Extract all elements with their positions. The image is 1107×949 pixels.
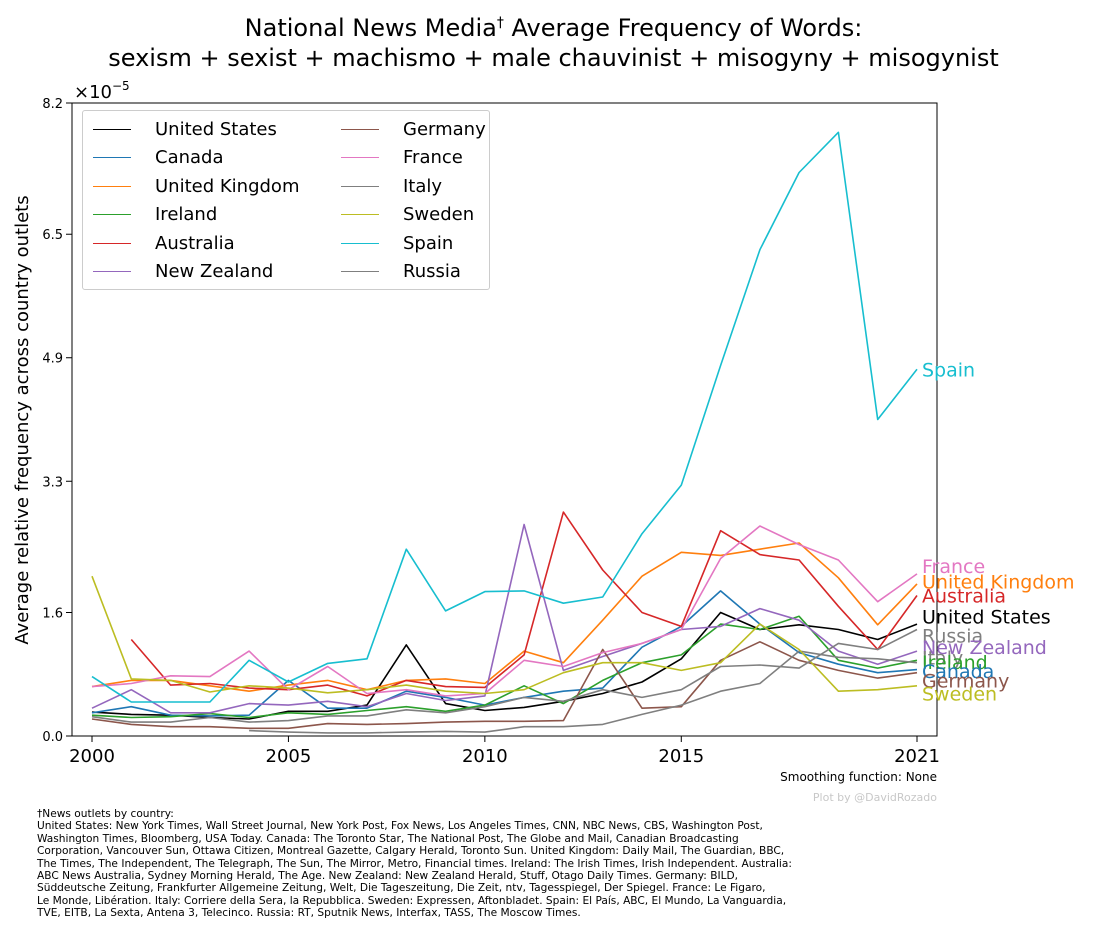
legend-label: Canada xyxy=(155,147,224,168)
end-label-canada: Canada xyxy=(922,661,994,683)
legend-item-italy: Italy xyxy=(341,174,442,198)
legend-label: Spain xyxy=(403,232,454,254)
x-tick-label: 2000 xyxy=(69,746,115,767)
footnote-line: Süddeutsche Zeitung, Frankfurter Allgeme… xyxy=(37,882,766,895)
legend-item-france: France xyxy=(341,146,463,170)
legend-swatch xyxy=(93,214,131,215)
legend-label: Germany xyxy=(403,118,486,140)
legend-item-united-kingdom: United Kingdom xyxy=(93,174,299,198)
chart-title-line2: sexism + sexist + machismo + male chauvi… xyxy=(108,44,999,72)
end-label-spain: Spain xyxy=(922,359,975,381)
legend-label: United States xyxy=(155,118,277,140)
title-text-rest: Average Frequency of Words: xyxy=(503,14,863,42)
end-label-france: France xyxy=(922,556,985,578)
y-tick-label: 0.0 xyxy=(42,730,63,745)
legend-label: United Kingdom xyxy=(155,175,300,197)
legend-item-canada: Canada xyxy=(93,146,224,170)
x-tick-label: 2005 xyxy=(266,746,312,767)
title-text: National News Media xyxy=(244,14,497,42)
smoothing-note: Smoothing function: None xyxy=(780,770,937,784)
x-tick-label: 2015 xyxy=(658,746,704,767)
series-line-ireland xyxy=(91,615,918,719)
legend-swatch xyxy=(341,157,379,158)
end-label-united-kingdom: United Kingdom xyxy=(922,572,1075,594)
chart-legend: United States Canada United Kingdom Ireland… xyxy=(82,110,490,290)
legend-item-germany: Germany xyxy=(341,117,486,141)
legend-swatch xyxy=(341,185,379,187)
series-line-spain xyxy=(91,131,918,703)
legend-swatch xyxy=(93,185,131,187)
end-label-australia: Australia xyxy=(922,586,1006,608)
footnote: †News outlets by country: United States: … xyxy=(37,808,1087,920)
legend-label: Ireland xyxy=(155,204,218,225)
footnote-line: †News outlets by country: xyxy=(37,808,174,820)
series-line-germany xyxy=(91,640,918,730)
footnote-line: Le Monde, Libération. Italy: Corriere de… xyxy=(37,894,787,907)
series-line-sweden xyxy=(91,575,918,695)
y-tick-label: 8.2 xyxy=(42,97,63,112)
y-axis-label: Average relative frequency across countr… xyxy=(12,195,33,644)
legend-swatch xyxy=(341,271,379,272)
legend-swatch xyxy=(341,128,379,130)
y-tick-label: 3.3 xyxy=(42,475,63,490)
legend-label: Sweden xyxy=(403,204,475,225)
series-line-france xyxy=(91,525,918,697)
legend-label: Italy xyxy=(403,175,443,197)
legend-swatch xyxy=(93,271,131,272)
y-scale-multiplier: ×10−5 xyxy=(74,79,130,103)
legend-label: Australia xyxy=(155,232,235,254)
end-label-russia: Russia xyxy=(922,626,983,648)
footnote-line: ABC News Australia, Sydney Morning Heral… xyxy=(37,870,739,883)
y-tick-label: 6.5 xyxy=(42,228,63,243)
legend-label: France xyxy=(403,147,463,168)
end-label-sweden: Sweden xyxy=(922,684,997,706)
line-chart: 2000 2005 2010 2015 2021 0.0 1.6 3.3 4.9 6.5 8.2 S… xyxy=(12,79,1075,767)
legend-item-sweden: Sweden xyxy=(341,203,474,227)
x-tick-label: 2010 xyxy=(462,746,508,767)
axis-ticks: 2000 2005 2010 2015 2021 0.0 1.6 3.3 4.9 6.5 8.2 xyxy=(42,97,940,767)
end-label-italy: Italy xyxy=(922,647,963,669)
legend-item-united-states: United States xyxy=(93,117,277,141)
y-tick-label: 1.6 xyxy=(42,606,63,621)
end-label-germany: Germany xyxy=(922,670,1009,692)
legend-swatch xyxy=(341,214,379,215)
legend-item-ireland: Ireland xyxy=(93,203,217,227)
footnote-line: Washington Times, Bloomberg, USA Today. … xyxy=(37,832,739,845)
footnote-line: United States: New York Times, Wall Stre… xyxy=(37,820,763,833)
end-label-ireland: Ireland xyxy=(922,652,988,674)
legend-item-new-zealand: New Zealand xyxy=(93,260,273,284)
series-line-australia xyxy=(130,511,918,697)
series-line-new-zealand xyxy=(91,523,918,714)
plot-credit: Plot by @DavidRozado xyxy=(812,791,937,804)
series-line-italy xyxy=(249,650,918,734)
footnote-line: The Times, The Independent, The Telegrap… xyxy=(37,857,792,870)
plot-frame xyxy=(71,102,938,737)
series-line-russia xyxy=(91,628,918,723)
legend-swatch xyxy=(93,242,131,244)
legend-item-australia: Australia xyxy=(93,231,235,255)
end-label-new-zealand: New Zealand xyxy=(922,637,1047,659)
legend-swatch xyxy=(93,157,131,158)
chart-title-line1: National News Media† Average Frequency o… xyxy=(0,14,1107,42)
legend-item-spain: Spain xyxy=(341,231,453,255)
legend-label: New Zealand xyxy=(155,261,274,282)
legend-swatch xyxy=(341,242,379,244)
y-tick-label: 4.9 xyxy=(42,352,63,367)
series-line-united-states xyxy=(91,611,918,720)
title-dagger: † xyxy=(496,15,504,31)
x-tick-label: 2021 xyxy=(894,746,940,767)
legend-label: Russia xyxy=(403,261,461,282)
footnote-line: TVE, EITB, La Sexta, Antena 3, Telecinco… xyxy=(37,907,581,920)
legend-swatch xyxy=(93,128,131,130)
legend-item-russia: Russia xyxy=(341,260,461,284)
plot-lines xyxy=(91,131,918,734)
footnote-line: Corporation, Vancouver Sun, Ottawa Citiz… xyxy=(37,845,785,858)
end-label-united-states: United States xyxy=(922,606,1051,628)
series-line-united-kingdom xyxy=(91,542,918,693)
